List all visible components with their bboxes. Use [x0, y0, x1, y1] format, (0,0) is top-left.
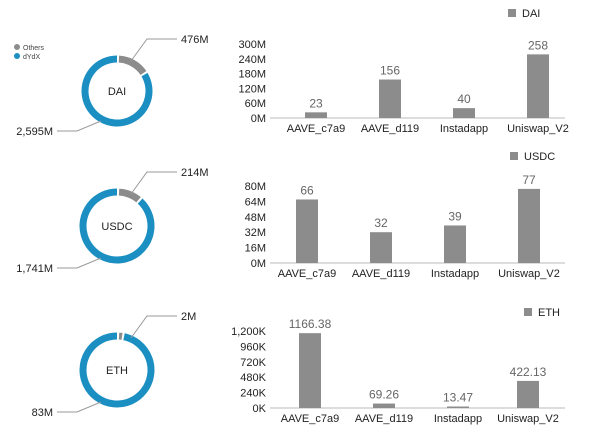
bar [305, 112, 327, 118]
x-tick-label: Uniswap_V2 [498, 268, 560, 280]
ring-legend: Others dYdX [14, 44, 45, 61]
y-tick-label: 0M [251, 258, 266, 270]
x-tick-label: Instadapp [434, 413, 482, 425]
donut-center-label: DAI [108, 86, 126, 98]
y-tick-label: 16M [245, 243, 266, 255]
donut-callout-line-main [57, 120, 102, 132]
y-tick-label: 0M [251, 113, 266, 125]
bar-chart-usdc: USDC 0M 16M 32M 48M 64M 80M 66 AAVE_c7a9 32 AAVE_d… [245, 151, 565, 280]
donut-value-label-others: 476M [181, 34, 209, 46]
x-tick-label: AAVE_c7a9 [287, 123, 346, 135]
bar [296, 199, 318, 263]
donut-slice-others [118, 188, 141, 203]
charts-layer: DAI 476M 2,595M DAI 0M 60M 120M 180M 240M 300M 23 A… [16, 8, 569, 425]
legend-swatch-others [14, 44, 20, 50]
legend-label: DAI [522, 8, 540, 20]
bar-value-label: 39 [448, 209, 462, 223]
donut-slice-dydx [81, 55, 153, 127]
bar-value-label: 258 [528, 38, 548, 52]
donut-value-label-main: 2,595M [16, 126, 53, 138]
x-tick-label: AAVE_c7a9 [281, 413, 340, 425]
legend-swatch [508, 9, 516, 17]
bar-value-label: 1166.38 [289, 317, 332, 331]
donut-value-label-others: 214M [181, 167, 209, 179]
y-tick-label: 240M [238, 54, 266, 66]
bar [453, 108, 475, 118]
y-tick-label: 48M [245, 212, 266, 224]
bar-value-label: 13.47 [443, 391, 473, 405]
legend-label-main: dYdX [23, 54, 40, 61]
bar-value-label: 69.26 [369, 388, 399, 402]
donut-value-label-main: 83M [32, 407, 53, 419]
bar-value-label: 40 [457, 92, 471, 106]
bar [379, 79, 401, 118]
y-tick-label: 60M [245, 98, 266, 110]
legend-label: USDC [524, 151, 555, 163]
donut-callout-line-main [57, 401, 102, 413]
legend-swatch [524, 308, 532, 316]
y-tick-label: 64M [245, 196, 266, 208]
donut-callout-line-others [130, 38, 177, 62]
bar-value-label: 66 [300, 183, 314, 197]
x-tick-label: Instadapp [440, 123, 488, 135]
bar-value-label: 23 [309, 96, 323, 110]
x-tick-label: Uniswap_V2 [497, 413, 559, 425]
bar [447, 406, 469, 408]
bar [370, 232, 392, 263]
y-tick-label: 80M [245, 181, 266, 193]
bar [518, 188, 540, 263]
legend-swatch-main [14, 53, 20, 59]
x-tick-label: Uniswap_V2 [507, 123, 569, 135]
legend-swatch [510, 152, 518, 160]
y-tick-label: 180M [238, 69, 266, 81]
donut-callout-line-others [130, 315, 177, 339]
bar [527, 54, 549, 118]
donut-center-label: ETH [106, 365, 128, 377]
bar [444, 225, 466, 263]
x-tick-label: AAVE_d119 [361, 123, 419, 135]
x-tick-label: AAVE_c7a9 [278, 268, 337, 280]
y-tick-label: 32M [245, 227, 266, 239]
x-tick-label: Instadapp [431, 268, 479, 280]
bar-value-label: 422.13 [510, 365, 547, 379]
bar [373, 403, 395, 408]
y-tick-label: 240K [240, 388, 266, 400]
y-tick-label: 120M [238, 83, 266, 95]
bar-value-label: 32 [374, 216, 388, 230]
bar-value-label: 156 [380, 64, 400, 78]
donut-slice-others [118, 55, 147, 76]
bar [299, 333, 321, 408]
donut-value-label-others: 2M [181, 311, 196, 323]
donut-chart-eth: ETH 2M 83M [32, 311, 197, 419]
donut-value-label-main: 1,741M [16, 263, 53, 275]
legend-label-others: Others [23, 45, 45, 52]
donut-callout-line-others [130, 171, 177, 195]
x-tick-label: AAVE_d119 [355, 413, 413, 425]
donut-chart-dai: DAI 476M 2,595M [16, 34, 208, 138]
bar [517, 380, 539, 408]
donut-center-label: USDC [101, 221, 132, 233]
legend-label: ETH [538, 307, 560, 319]
y-tick-label: 300M [238, 39, 266, 51]
donut-slice-dydx [79, 188, 155, 264]
donut-callout-line-main [57, 257, 102, 269]
y-tick-label: 1,200K [231, 326, 267, 338]
y-tick-label: 720K [240, 357, 266, 369]
y-tick-label: 480K [240, 372, 266, 384]
donut-slice-dydx [79, 332, 155, 408]
bar-chart-eth: ETH 0K 240K 480K 720K 960K 1,200K 1166.38 AAVE_c… [231, 307, 565, 425]
donut-chart-usdc: USDC 214M 1,741M [16, 167, 208, 275]
bar-value-label: 77 [522, 173, 536, 187]
y-tick-label: 0K [253, 403, 267, 415]
bar-chart-dai: DAI 0M 60M 120M 180M 240M 300M 23 AAVE_c7a9 156 AA… [238, 8, 568, 135]
x-tick-label: AAVE_d119 [352, 268, 410, 280]
y-tick-label: 960K [240, 341, 266, 353]
